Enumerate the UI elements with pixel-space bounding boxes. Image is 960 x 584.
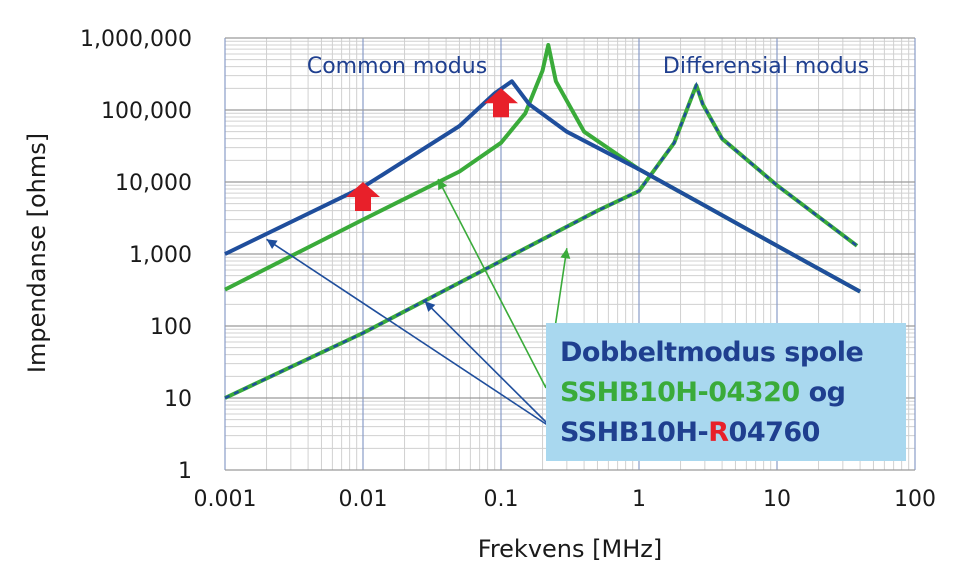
pointer-arrow-line xyxy=(437,178,547,389)
y-tick-label: 10 xyxy=(164,387,192,412)
red-up-arrow xyxy=(346,182,380,211)
y-tick-label: 100 xyxy=(150,315,192,340)
pointer-arrow-head xyxy=(438,179,448,191)
legend-title: Dobbeltmodus spole xyxy=(560,337,864,368)
pointer-arrow-line xyxy=(266,238,553,429)
x-tick-label: 0.001 xyxy=(194,487,257,512)
series-line-differential-dash xyxy=(224,81,858,400)
legend-part-navy-prefix: SSHB10H- xyxy=(560,417,709,448)
y-tick-label: 100,000 xyxy=(101,99,192,124)
common-mode-label: Common modus xyxy=(307,54,487,79)
y-tick-labels: 1 10 100 1,000 10,000 100,000 1,000,000 xyxy=(80,27,192,484)
pointer-arrows xyxy=(266,178,571,429)
legend-box: Dobbeltmodus spole SSHB10H-04320 og SSHB… xyxy=(546,323,906,461)
x-tick-labels: 0.001 0.01 0.1 1 10 100 xyxy=(194,487,936,512)
series-layer xyxy=(224,43,862,400)
legend-part-number-green: SSHB10H-04320 og xyxy=(560,377,846,408)
legend-part-red-letter: R xyxy=(708,417,729,448)
x-tick-label: 0.1 xyxy=(484,487,519,512)
red-up-arrow xyxy=(484,88,518,118)
x-axis-title: Frekvens [MHz] xyxy=(478,535,662,563)
x-tick-label: 10 xyxy=(763,487,791,512)
y-tick-label: 1,000 xyxy=(129,243,192,268)
x-tick-label: 100 xyxy=(894,487,936,512)
pointer-arrow-line xyxy=(424,300,553,429)
legend-part-number-navy: SSHB10H-R04760 xyxy=(560,417,820,448)
pointer-arrow-head xyxy=(560,248,571,259)
pointer-arrow-head xyxy=(266,239,278,249)
legend-part-navy-suffix: 04760 xyxy=(728,417,821,448)
legend-og: og xyxy=(799,377,846,408)
y-tick-label: 1,000,000 xyxy=(80,27,192,52)
y-tick-label: 10,000 xyxy=(115,171,192,196)
differential-mode-label: Differensial modus xyxy=(663,54,869,79)
series-line-navy xyxy=(224,79,862,294)
legend-part-green: SSHB10H-04320 xyxy=(560,377,800,408)
x-tick-label: 0.01 xyxy=(339,487,388,512)
pointer-arrow-head xyxy=(424,301,436,312)
x-tick-label: 1 xyxy=(632,487,646,512)
red-up-arrows xyxy=(346,88,518,211)
y-axis-title: Impendanse [ohms] xyxy=(23,133,51,373)
y-tick-label: 1 xyxy=(178,459,192,484)
